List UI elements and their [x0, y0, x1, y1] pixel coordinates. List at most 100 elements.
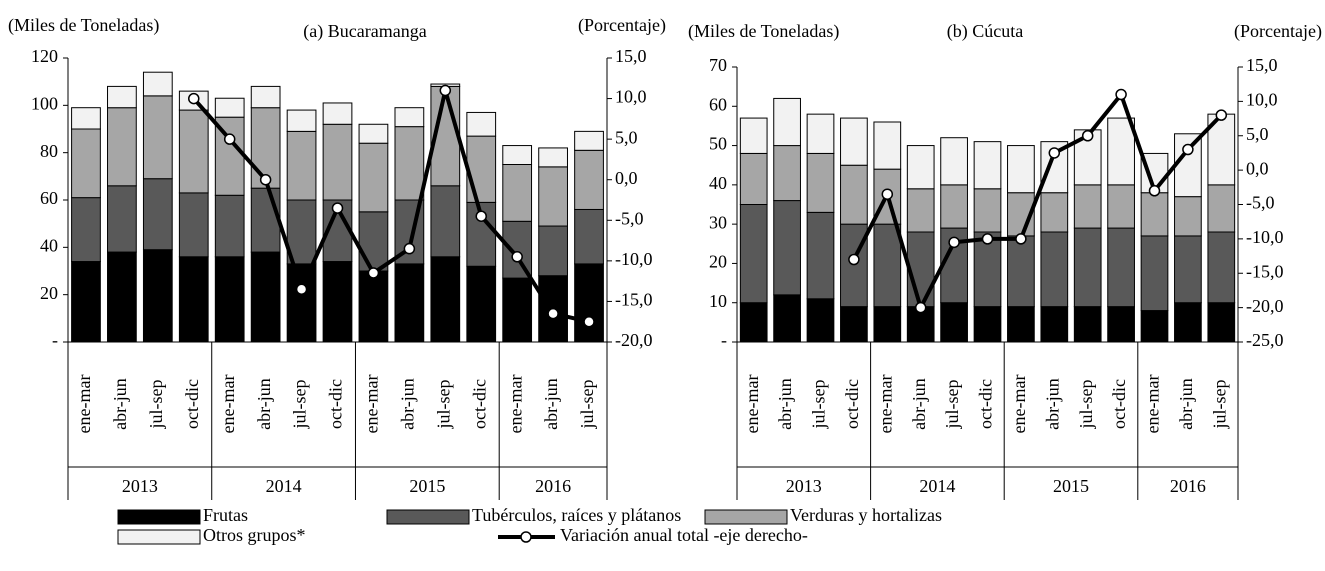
legend-marker — [520, 531, 532, 543]
y-tick-label: 60 — [709, 94, 727, 114]
x-tick-label: oct-dic — [1109, 379, 1129, 429]
bar-segment — [430, 185, 461, 258]
bar-segment — [71, 128, 101, 199]
legend-swatch — [704, 509, 788, 525]
y2-tick-label: -20,0 — [615, 330, 653, 350]
line-marker — [583, 315, 595, 328]
bar-segment — [358, 142, 389, 213]
line-marker — [881, 188, 894, 200]
bar-segment — [873, 306, 902, 343]
y-tick-label: 80 — [40, 141, 58, 161]
x-tick-label: abr-jun — [110, 378, 130, 430]
x-tick-label: oct-dic — [182, 379, 202, 429]
x-tick-label: jul-sep — [809, 380, 829, 430]
bar-segment — [574, 208, 604, 265]
bar-segment — [1073, 227, 1102, 308]
line-marker — [981, 233, 994, 245]
bar-segment — [806, 298, 835, 343]
bar-segment — [394, 263, 425, 343]
bar-segment — [107, 251, 137, 343]
bar-segment — [739, 204, 768, 304]
bar-segment — [322, 102, 353, 125]
bar-segment — [142, 249, 173, 343]
y2-tick-label: -5,0 — [615, 208, 644, 228]
bar-segment — [394, 107, 425, 128]
bar-segment — [1040, 306, 1069, 343]
bar-segment — [466, 111, 497, 137]
bar-segment — [286, 199, 317, 265]
line-marker — [1215, 109, 1228, 121]
bar-segment — [739, 117, 768, 154]
line-marker — [1048, 147, 1061, 159]
line-marker — [1115, 88, 1127, 101]
x-tick-label: abr-jun — [541, 378, 561, 430]
bar-segment — [538, 147, 568, 168]
bar-segment — [214, 194, 245, 258]
x-tick-label: jul-sep — [577, 380, 597, 430]
bar-segment — [840, 164, 868, 225]
bar-segment — [940, 184, 968, 229]
bar-segment — [286, 263, 317, 343]
bar-segment — [250, 251, 281, 343]
bar-segment — [1107, 306, 1135, 343]
bar-segment — [973, 141, 1002, 190]
bar-segment — [358, 211, 389, 272]
y2-tick-label: 10,0 — [1246, 90, 1278, 110]
line-marker — [1015, 233, 1027, 245]
bar-segment — [322, 123, 353, 201]
bar-segment — [574, 130, 604, 151]
x-group-label: 2013 — [786, 476, 822, 496]
bar-segment — [1140, 310, 1169, 343]
x-tick-label: ene-mar — [74, 375, 94, 434]
bar-segment — [430, 256, 461, 343]
y2-tick-label: 5,0 — [615, 127, 638, 147]
line-marker — [403, 242, 416, 255]
line-marker — [1148, 185, 1161, 197]
bar-segment — [1107, 117, 1135, 186]
bar-segment — [358, 270, 389, 343]
y-tick-label: 70 — [709, 55, 727, 75]
y-axis-title: (Miles de Toneladas) — [8, 15, 159, 36]
y2-tick-label: -10,0 — [615, 249, 653, 269]
y-tick-label: 50 — [709, 134, 727, 154]
x-group-label: 2014 — [919, 476, 955, 496]
line-marker — [475, 210, 487, 222]
bar-segment — [973, 306, 1002, 343]
chart-title: (a) Bucaramanga — [303, 21, 426, 42]
y2-axis-title: (Porcentaje) — [1234, 21, 1322, 42]
bar-segment — [178, 109, 209, 194]
x-tick-label: ene-mar — [505, 375, 525, 434]
bar-segment — [322, 261, 353, 343]
x-group-label: 2015 — [409, 476, 445, 496]
bar-segment — [1140, 192, 1169, 237]
bar-segment — [71, 197, 101, 263]
legend-swatch — [117, 509, 201, 525]
bar-segment — [1207, 231, 1236, 304]
bar-segment — [142, 71, 173, 97]
y2-tick-label: -10,0 — [1246, 227, 1284, 247]
bar-segment — [538, 166, 568, 227]
line-marker — [295, 283, 308, 296]
x-tick-label: ene-mar — [1009, 375, 1029, 434]
bar-segment — [1140, 235, 1169, 312]
line-marker — [547, 307, 559, 320]
line-marker — [223, 133, 236, 145]
x-tick-label: oct-dic — [469, 379, 489, 429]
y-tick-label: 20 — [709, 252, 727, 272]
x-tick-label: jul-sep — [1076, 380, 1096, 430]
line-marker — [439, 84, 452, 97]
bar-segment — [773, 145, 801, 202]
bar-segment — [574, 149, 604, 210]
bar-segment — [178, 192, 209, 258]
bar-segment — [1174, 235, 1202, 304]
x-tick-label: abr-jun — [909, 378, 929, 430]
line — [852, 90, 1223, 313]
y-tick-label: 20 — [40, 283, 58, 303]
x-group-label: 2016 — [1170, 476, 1206, 496]
bar-segment — [250, 85, 281, 109]
bar-segment — [1040, 192, 1069, 233]
y-tick-label: 30 — [709, 212, 727, 232]
bar-segment — [1174, 133, 1202, 198]
bar-segment — [1007, 306, 1035, 343]
